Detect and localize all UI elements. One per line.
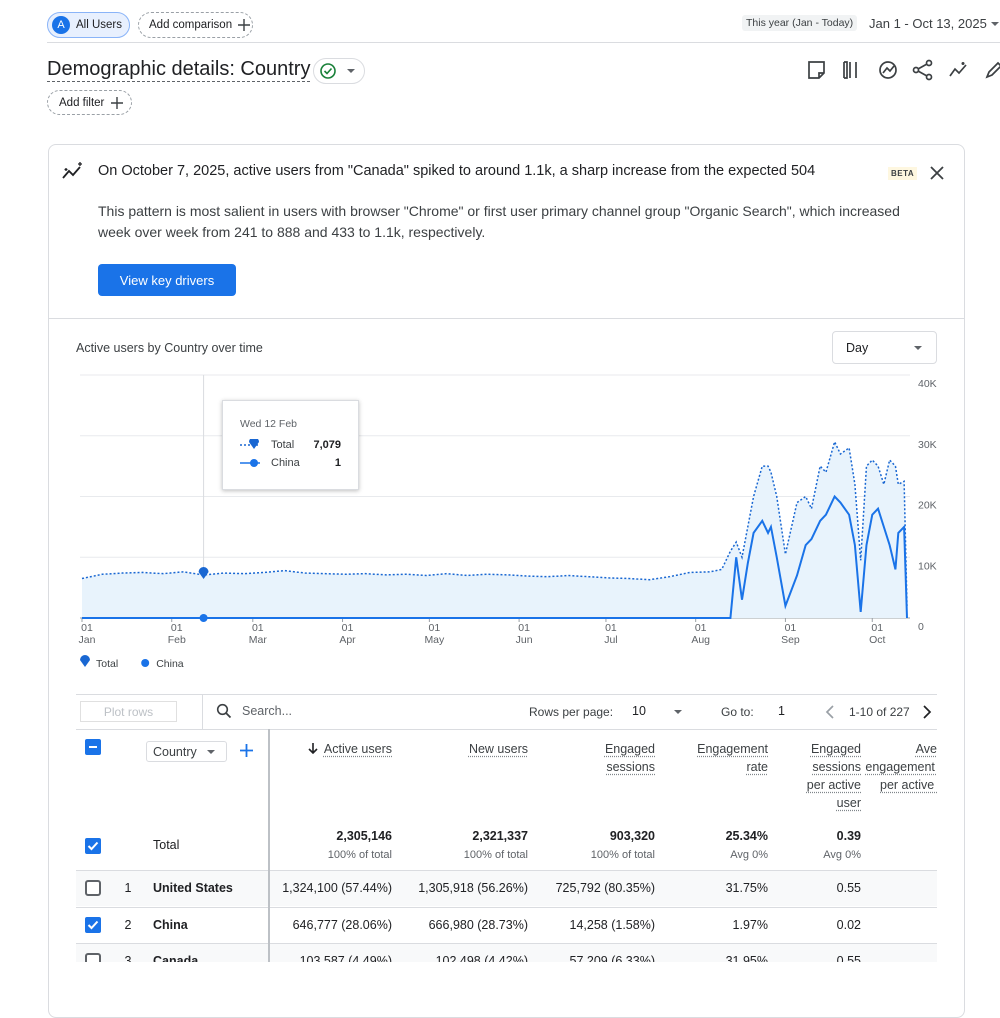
tooltip-series: Total: [271, 439, 295, 451]
x-tick-label-part: Aug: [691, 634, 710, 646]
x-tick-label: 01 Sep: [781, 622, 800, 646]
x-tick-label-part: Mar: [249, 634, 268, 646]
close-icon[interactable]: [929, 165, 945, 181]
legend-label: China: [156, 658, 184, 670]
legend-marker: [141, 659, 150, 667]
tooltip-title: Wed 12 Feb: [240, 418, 298, 430]
x-tick-label-part: 01: [605, 622, 617, 634]
hover-marker: [198, 566, 209, 579]
x-tick-label: 01 Feb: [168, 622, 186, 646]
hover-marker: [199, 613, 208, 622]
page: { "header": { "segment_badge": "A", "seg…: [47, 12, 1000, 1018]
x-tick-label-part: 01: [429, 622, 441, 634]
tooltip-marker-icon: [240, 459, 260, 467]
segment-name: All Users: [76, 19, 123, 31]
granularity-select[interactable]: Day: [832, 331, 937, 364]
date-range[interactable]: Jan 1 - Oct 13, 2025: [869, 16, 987, 31]
insight-body: This pattern is most salient in users wi…: [98, 203, 900, 240]
x-tick-label-part: Jul: [604, 634, 617, 646]
status-icon: [320, 63, 355, 79]
select-caret: [914, 345, 923, 350]
x-tick-label-part: Jan: [79, 634, 96, 646]
x-tick-label-part: 01: [518, 622, 530, 634]
x-tick-label-part: 01: [81, 622, 93, 634]
x-tick-label: 01 May: [424, 622, 445, 646]
tooltip-marker-icon: [240, 439, 260, 449]
tooltip-value: 7,079: [313, 439, 341, 451]
view-key-drivers-button[interactable]: View key drivers: [98, 264, 236, 296]
segment-chip[interactable]: A All Users: [47, 12, 130, 38]
add-filter-label: Add filter: [59, 96, 105, 109]
tooltip-value: 1: [334, 457, 341, 469]
segment-badge: A: [52, 16, 70, 34]
legend-marker: [80, 655, 90, 667]
beta-badge: BETA: [888, 167, 918, 180]
x-tick-label: 01 Apr: [339, 622, 356, 646]
trend-icon[interactable]: [949, 62, 967, 77]
x-tick-label: 01 Mar: [249, 622, 268, 646]
y-tick-label: 10K: [918, 560, 937, 572]
tooltip-glyph: [250, 459, 258, 467]
date-caret[interactable]: [990, 20, 1000, 28]
note-icon[interactable]: [808, 61, 825, 79]
x-tick-label: 01 Oct: [869, 622, 885, 646]
insight-headline: On October 7, 2025, active users from "C…: [98, 163, 816, 179]
area-fill: [82, 441, 907, 618]
report-title[interactable]: Demographic details: Country: [47, 58, 311, 82]
add-comparison[interactable]: Add comparison: [138, 12, 253, 38]
x-tick-label-part: 01: [695, 622, 707, 634]
add-filter[interactable]: Add filter: [47, 90, 132, 115]
x-tick-label-part: 01: [785, 622, 797, 634]
x-tick-label-part: May: [424, 634, 445, 646]
x-tick-label-part: Sep: [781, 634, 800, 646]
x-tick-label-part: 01: [342, 622, 354, 634]
insight-icon: [62, 162, 82, 179]
compare-icon[interactable]: [843, 61, 857, 79]
plus-icon: [111, 96, 124, 109]
x-tick-label-part: Feb: [168, 634, 186, 646]
x-tick-label-part: Oct: [869, 634, 885, 646]
divider: [47, 42, 1000, 43]
add-comparison-label: Add comparison: [149, 19, 233, 31]
x-tick-label-part: Jun: [516, 634, 533, 646]
granularity-value: Day: [846, 340, 869, 355]
legend-label: Total: [96, 658, 118, 670]
x-tick-label: 01 Jan: [79, 622, 96, 646]
x-tick-label-part: 01: [252, 622, 264, 634]
x-tick-label-part: 01: [171, 622, 183, 634]
tooltip-series: China: [271, 457, 300, 469]
x-tick-label-part: 01: [871, 622, 883, 634]
y-tick-label: 0: [918, 621, 924, 633]
x-tick-label: 01 Jun: [516, 622, 533, 646]
tooltip-glyph: [249, 439, 259, 449]
series-line: [81, 439, 908, 606]
date-preset: This year (Jan - Today): [742, 15, 858, 31]
status-chip[interactable]: [313, 58, 365, 84]
chart-title: Active users by Country over time: [76, 341, 263, 355]
insights-icon[interactable]: [879, 61, 897, 79]
y-tick-label: 40K: [918, 378, 937, 390]
x-tick-label: 01 Aug: [691, 622, 710, 646]
series-line: [82, 494, 908, 619]
x-tick-label: 01 Jul: [604, 622, 617, 646]
plus-icon: [238, 19, 251, 31]
y-tick-label: 30K: [918, 439, 937, 451]
tooltip: Wed 12 Feb Total 7,079 China 1: [222, 400, 359, 490]
share-icon[interactable]: [912, 66, 920, 74]
y-tick-label: 20K: [918, 500, 937, 512]
x-tick-label-part: Apr: [339, 634, 356, 646]
